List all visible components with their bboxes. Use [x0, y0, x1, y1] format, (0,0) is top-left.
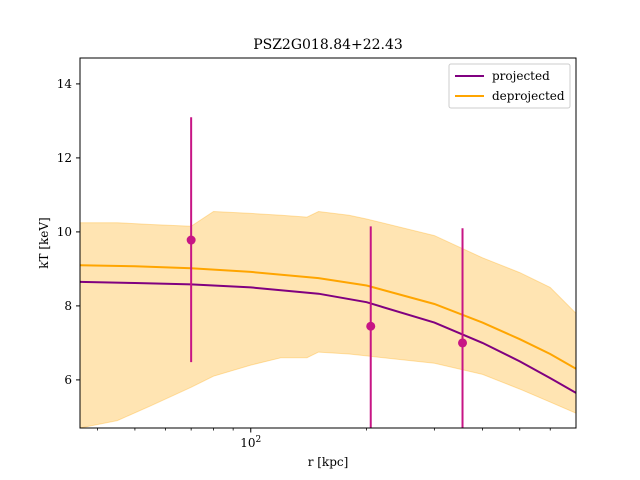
data-point	[186, 235, 196, 245]
data-points	[186, 235, 468, 348]
y-axis-label: kT [keV]	[37, 217, 51, 269]
plot-frame	[79, 57, 577, 429]
data-point	[458, 338, 468, 348]
legend-label-projected: projected	[492, 69, 550, 83]
deprojected-confidence-band	[80, 210, 576, 428]
series-lines	[80, 264, 576, 394]
legend: projected deprojected	[448, 63, 571, 109]
y-tick-label: 12	[57, 151, 72, 165]
series-line-deprojected	[80, 264, 576, 370]
x-tick-label: 102	[240, 435, 261, 450]
y-tick-label: 10	[57, 225, 72, 239]
chart-title: PSZ2G018.84+22.43	[253, 37, 403, 53]
legend-label-deprojected: deprojected	[492, 89, 565, 103]
data-point	[366, 321, 376, 331]
y-tick-label: 14	[57, 77, 73, 91]
x-axis-ticks: 102	[97, 428, 551, 450]
y-axis-ticks: 6 8 10 12 14	[57, 77, 80, 387]
x-axis-label: r [kpc]	[308, 455, 349, 469]
y-tick-label: 6	[64, 373, 72, 387]
y-tick-label: 8	[64, 299, 72, 313]
series-line-projected	[80, 280, 576, 394]
